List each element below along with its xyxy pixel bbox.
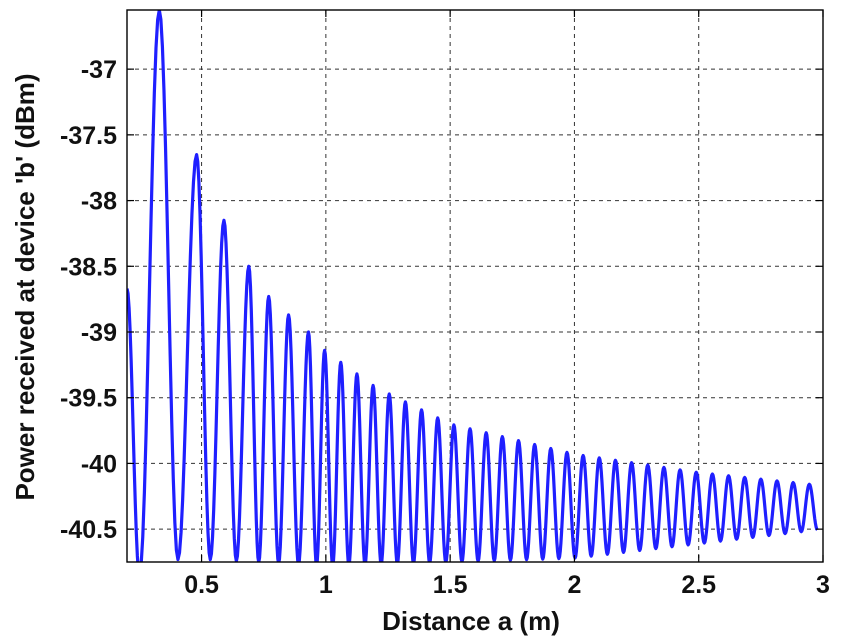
x-tick-label: 3 [816, 571, 830, 599]
x-axis-title: Distance a (m) [382, 606, 560, 636]
plot-area-frame [126, 9, 824, 563]
x-tick-label: 1.5 [433, 571, 468, 599]
y-tick-label: -40 [81, 450, 117, 478]
x-tick-labels: 0.5 1 1.5 2 2.5 3 [184, 571, 830, 599]
y-tick-label: -39.5 [60, 385, 117, 413]
x-tick-label: 2.5 [681, 571, 716, 599]
tick-marks [127, 10, 824, 562]
power-series-line [127, 10, 819, 562]
y-tick-labels: -37 -37.5 -38 -38.5 -39 -39.5 -40 -40.5 [60, 56, 117, 544]
y-tick-label: -38 [81, 188, 117, 216]
y-tick-label: -38.5 [60, 253, 117, 281]
y-tick-label: -40.5 [60, 516, 117, 544]
y-axis-title: Power received at device 'b' (dBm) [10, 73, 40, 500]
y-tick-label: -37 [81, 56, 117, 84]
series-layer [127, 10, 819, 562]
y-tick-label: -39 [81, 319, 117, 347]
x-tick-label: 0.5 [184, 571, 219, 599]
y-tick-label: -37.5 [60, 122, 117, 150]
x-tick-label: 2 [567, 571, 581, 599]
x-tick-label: 1 [319, 571, 333, 599]
